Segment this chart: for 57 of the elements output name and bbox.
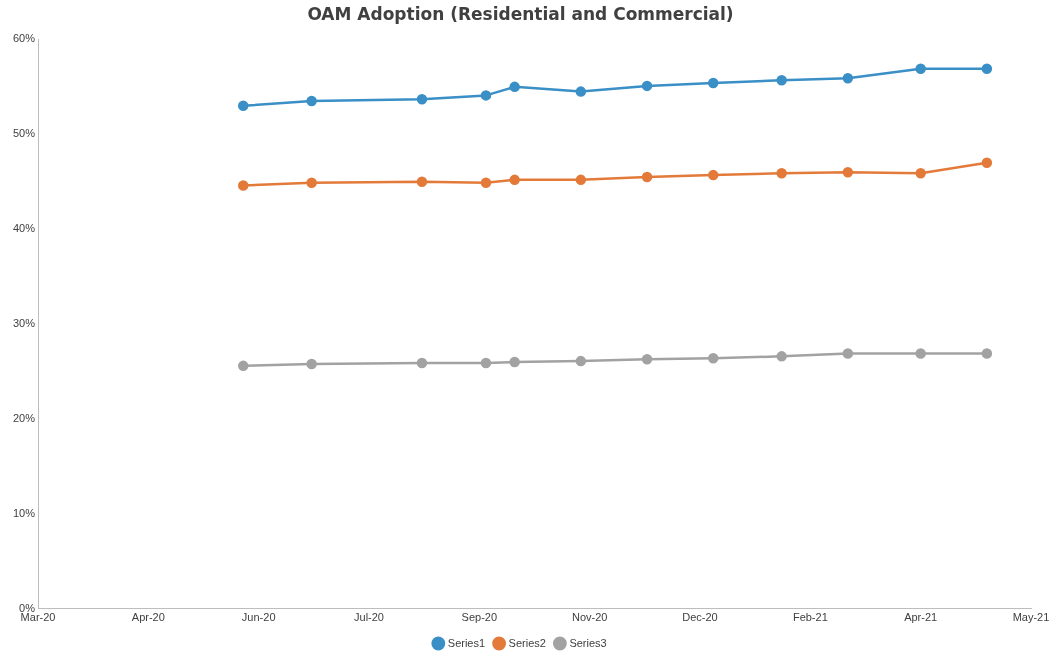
point — [915, 348, 926, 359]
point — [641, 353, 653, 365]
legend-label: Series1 — [447, 636, 486, 649]
y-tick-label: 60% — [12, 32, 36, 45]
point — [480, 177, 492, 188]
point — [981, 157, 993, 169]
point — [237, 360, 249, 372]
point — [915, 167, 926, 179]
point — [708, 169, 719, 181]
point — [575, 174, 587, 186]
y-tick-label: 50% — [12, 127, 36, 140]
y-tick-label: 30% — [12, 317, 36, 330]
x-tick-label: Apr-20 — [131, 611, 165, 624]
point — [306, 95, 317, 107]
point — [509, 81, 520, 93]
point — [842, 348, 854, 359]
x-tick-label: Sep-20 — [461, 611, 498, 624]
point — [842, 73, 854, 84]
point — [575, 86, 587, 97]
y-tick-label: 40% — [12, 222, 36, 235]
point — [416, 176, 428, 187]
point — [641, 80, 653, 92]
x-tick-label: Jun-20 — [241, 611, 276, 624]
point — [480, 357, 492, 369]
y-tick-label: 20% — [12, 412, 36, 425]
x-tick-label: Feb-21 — [792, 611, 828, 624]
legend-label: Series2 — [508, 636, 546, 649]
chart-title: OAM Adoption (Residential and Commercial) — [307, 3, 734, 24]
y-tick-label: 10% — [12, 506, 36, 519]
point — [509, 356, 520, 368]
x-tick-label: Nov-20 — [571, 611, 608, 624]
point — [708, 77, 719, 89]
point — [981, 63, 993, 75]
legend-label: Series3 — [569, 636, 607, 649]
point — [416, 93, 428, 105]
x-tick-label: Mar-20 — [20, 611, 56, 624]
point — [480, 90, 492, 101]
point — [842, 167, 854, 178]
y-tick-label: 0% — [19, 601, 36, 614]
point — [237, 100, 249, 112]
point — [509, 174, 520, 186]
x-tick-label: Dec-20 — [682, 611, 718, 624]
point — [306, 177, 317, 188]
point — [776, 351, 787, 362]
point — [237, 180, 249, 191]
point — [981, 348, 993, 359]
point — [708, 353, 719, 364]
point — [641, 171, 653, 183]
point — [776, 167, 787, 179]
x-tick-label: Jul-20 — [354, 611, 384, 624]
point — [575, 355, 587, 367]
point — [915, 63, 926, 75]
point — [416, 357, 428, 369]
point — [306, 358, 317, 370]
x-tick-label: May-21 — [1012, 611, 1050, 624]
point — [776, 74, 787, 86]
x-tick-label: Apr-21 — [904, 611, 938, 624]
